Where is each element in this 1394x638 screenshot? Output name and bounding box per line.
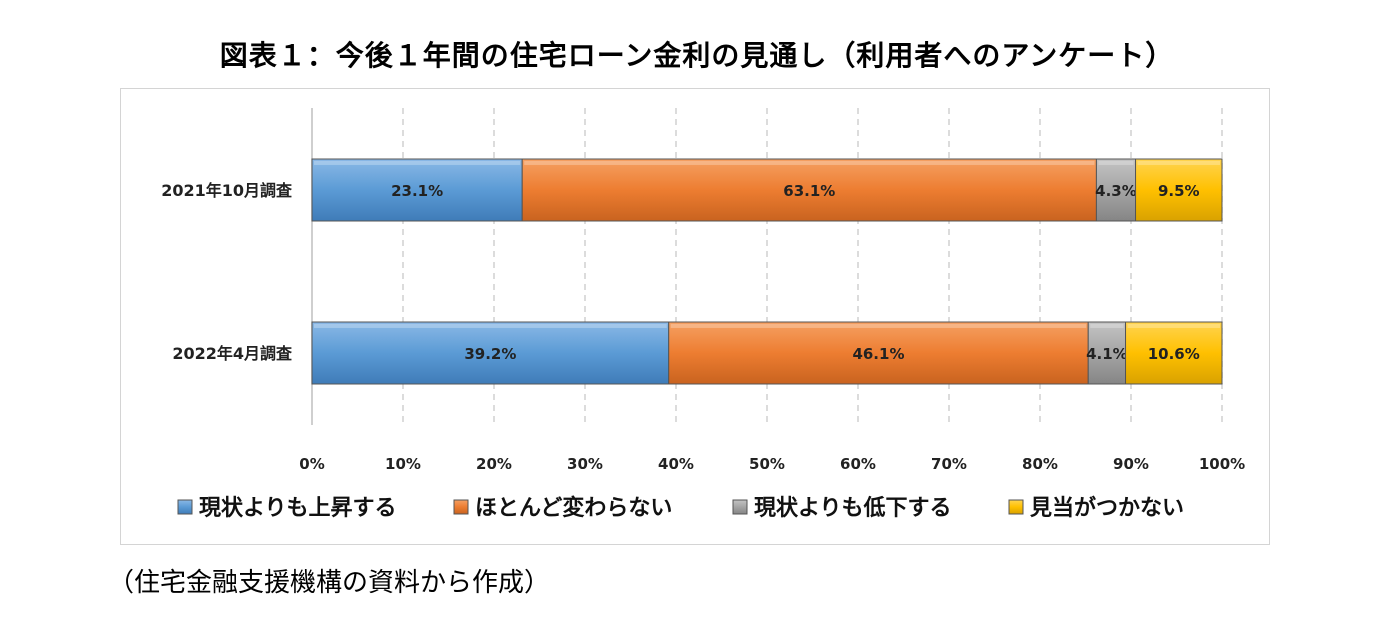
legend-label: 見当がつかない bbox=[1030, 495, 1184, 521]
data-label: 10.6% bbox=[1148, 345, 1200, 363]
data-label: 4.3% bbox=[1095, 182, 1137, 200]
bar-segment bbox=[311, 321, 670, 385]
legend-label: ほとんど変わらない bbox=[475, 495, 672, 521]
bar-bevel bbox=[314, 161, 521, 165]
x-tick-label: 0% bbox=[299, 455, 324, 473]
x-tick-label: 30% bbox=[567, 455, 603, 473]
bar-segment bbox=[311, 158, 523, 222]
category-label: 2021年10月調査 bbox=[161, 181, 292, 200]
x-tick-label: 60% bbox=[840, 455, 876, 473]
bar-bevel bbox=[1098, 161, 1134, 165]
bar-segment bbox=[1135, 158, 1223, 222]
x-tick-label: 90% bbox=[1113, 455, 1149, 473]
bar-segment bbox=[668, 321, 1089, 385]
x-tick-label: 40% bbox=[658, 455, 694, 473]
bar-bevel bbox=[1137, 161, 1220, 165]
bars: 23.1% 63.1% 4.3% 9.5% 39.2% 46.1% 4.1% 10.6% bbox=[311, 158, 1223, 385]
data-label: 23.1% bbox=[391, 182, 443, 200]
x-tick-label: 100% bbox=[1199, 455, 1245, 473]
data-label: 4.1% bbox=[1086, 345, 1128, 363]
x-tick-label: 50% bbox=[749, 455, 785, 473]
category-labels: 2021年10月調査 2022年4月調査 bbox=[161, 181, 292, 363]
bar-segment bbox=[1087, 321, 1127, 385]
legend: 現状よりも上昇する ほとんど変わらない 現状よりも低下する 見当がつかない bbox=[177, 495, 1184, 521]
bar-bevel bbox=[524, 161, 1095, 165]
bar-bevel bbox=[1127, 324, 1220, 328]
category-label: 2022年4月調査 bbox=[172, 344, 292, 363]
data-label: 63.1% bbox=[783, 182, 835, 200]
legend-swatch bbox=[732, 499, 748, 515]
legend-swatch bbox=[177, 499, 193, 515]
legend-swatch bbox=[1008, 499, 1024, 515]
source-note: （住宅金融支援機構の資料から作成） bbox=[108, 568, 551, 598]
bar-segment bbox=[1095, 158, 1137, 222]
bar-bevel bbox=[670, 324, 1087, 328]
chart-title: 図表１：今後１年間の住宅ローン金利の見通し（利用者へのアンケート） bbox=[219, 39, 1175, 72]
legend-label: 現状よりも低下する bbox=[754, 496, 952, 521]
data-label: 39.2% bbox=[464, 345, 516, 363]
legend-swatch bbox=[453, 499, 469, 515]
x-tick-label: 70% bbox=[931, 455, 967, 473]
data-label: 9.5% bbox=[1158, 182, 1200, 200]
legend-label: 現状よりも上昇する bbox=[199, 496, 397, 521]
bar-segment bbox=[1125, 321, 1223, 385]
x-tick-label: 20% bbox=[476, 455, 512, 473]
bar-bevel bbox=[1090, 324, 1124, 328]
data-label: 46.1% bbox=[852, 345, 904, 363]
bar-bevel bbox=[314, 324, 667, 328]
x-tick-labels: 0% 10% 20% 30% 40% 50% 60% 70% 80% 90% 100% bbox=[299, 455, 1245, 473]
x-tick-label: 10% bbox=[385, 455, 421, 473]
x-tick-label: 80% bbox=[1022, 455, 1058, 473]
